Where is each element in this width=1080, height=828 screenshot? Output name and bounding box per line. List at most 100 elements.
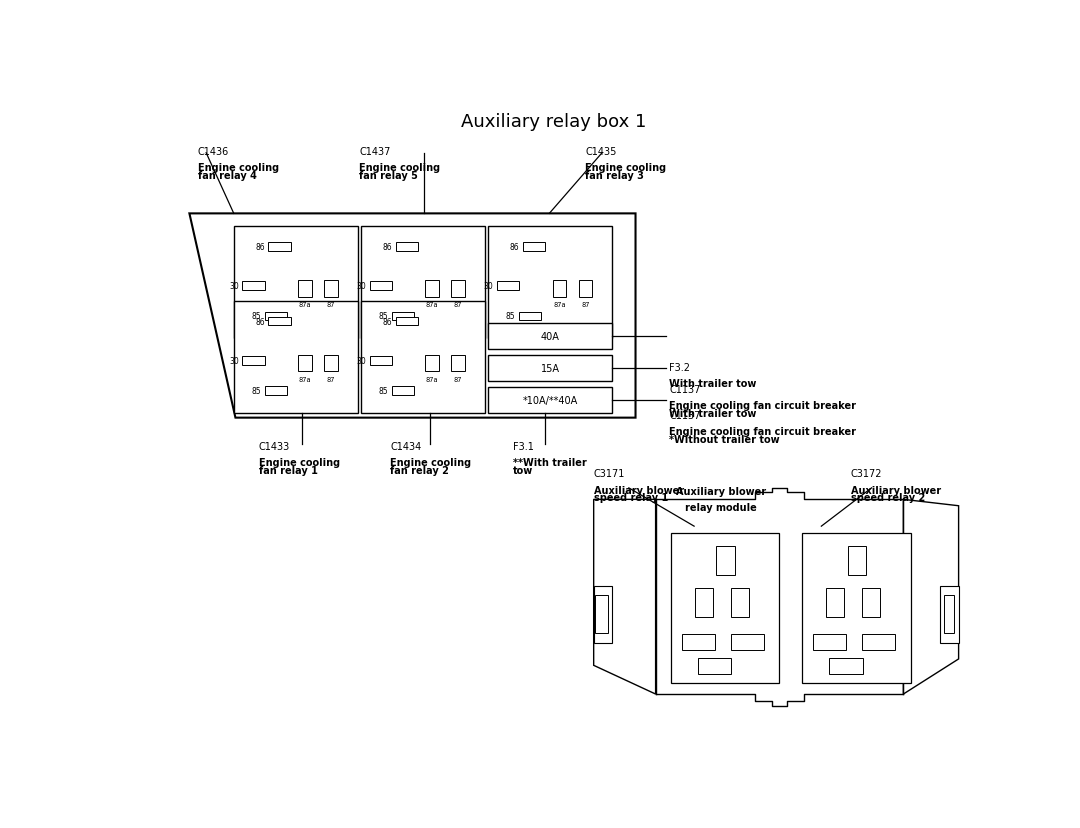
Bar [730, 633, 764, 650]
Bar [730, 588, 748, 617]
Bar [269, 318, 291, 326]
Bar [802, 533, 910, 683]
Bar [395, 243, 418, 252]
Text: 87: 87 [581, 301, 590, 308]
Bar [233, 227, 357, 339]
Bar [242, 357, 265, 365]
Text: *Without trailer tow: *Without trailer tow [669, 434, 780, 444]
Bar [826, 588, 845, 617]
Text: Auxiliary relay box 1: Auxiliary relay box 1 [461, 113, 646, 131]
Text: 15A: 15A [541, 363, 559, 373]
Text: 85: 85 [379, 312, 388, 321]
Text: **With trailer: **With trailer [513, 458, 588, 468]
Bar [392, 312, 415, 320]
Text: 86: 86 [255, 243, 265, 252]
Text: 40A: 40A [541, 331, 559, 341]
Bar [242, 282, 265, 291]
Text: 30: 30 [229, 282, 239, 291]
Text: fan relay 1: fan relay 1 [259, 465, 318, 475]
Text: Engine cooling: Engine cooling [390, 458, 471, 468]
Text: *10A/**40A: *10A/**40A [523, 395, 578, 405]
Text: 86: 86 [255, 317, 265, 326]
Text: Engine cooling fan circuit breaker: Engine cooling fan circuit breaker [669, 401, 856, 411]
Text: Engine cooling fan circuit breaker: Engine cooling fan circuit breaker [669, 426, 856, 436]
Bar [298, 355, 312, 372]
Bar [392, 387, 415, 395]
Text: relay module: relay module [685, 503, 757, 513]
Bar [944, 595, 954, 633]
Text: Engine cooling: Engine cooling [259, 458, 340, 468]
Bar [813, 633, 847, 650]
Text: 87: 87 [327, 301, 335, 308]
Text: C1137: C1137 [669, 384, 701, 395]
Bar [361, 301, 485, 413]
Text: 87a: 87a [299, 301, 311, 308]
Text: C1137: C1137 [669, 410, 701, 420]
Bar [451, 355, 465, 372]
Text: C1434: C1434 [390, 441, 421, 451]
Bar [698, 657, 731, 674]
Text: speed relay 1: speed relay 1 [594, 493, 667, 503]
Text: With trailer tow: With trailer tow [669, 378, 756, 388]
Text: 85: 85 [379, 387, 388, 396]
Text: Engine cooling: Engine cooling [198, 163, 279, 173]
Text: 87: 87 [327, 376, 335, 383]
Bar [829, 657, 863, 674]
Bar [369, 282, 392, 291]
Text: C1437: C1437 [360, 147, 391, 156]
Text: F3.2: F3.2 [669, 362, 690, 373]
Text: 30: 30 [356, 356, 366, 365]
Bar [488, 356, 612, 381]
Polygon shape [903, 500, 959, 694]
Text: fan relay 5: fan relay 5 [360, 171, 418, 181]
Bar [324, 355, 338, 372]
Text: Engine cooling: Engine cooling [360, 163, 441, 173]
Text: 87a: 87a [553, 301, 566, 308]
Bar [594, 586, 612, 643]
Text: 85: 85 [252, 312, 261, 321]
Bar [579, 281, 592, 297]
Text: fan relay 2: fan relay 2 [390, 465, 449, 475]
Text: 30: 30 [229, 356, 239, 365]
Bar [681, 633, 715, 650]
Bar [595, 595, 608, 633]
Bar [395, 318, 418, 326]
Bar [298, 281, 312, 297]
Text: C3172: C3172 [851, 469, 882, 479]
Bar [269, 243, 291, 252]
Bar [426, 281, 440, 297]
Text: 85: 85 [505, 312, 515, 321]
Text: 87: 87 [454, 301, 462, 308]
Bar [426, 355, 440, 372]
Bar [233, 301, 357, 413]
Bar [369, 357, 392, 365]
Text: With trailer tow: With trailer tow [669, 408, 756, 419]
Bar [265, 312, 287, 320]
Bar [694, 588, 713, 617]
Bar [941, 586, 959, 643]
Text: speed relay 2: speed relay 2 [851, 493, 924, 503]
Bar [451, 281, 465, 297]
Text: Auxiliary blower: Auxiliary blower [676, 486, 766, 496]
Text: 87: 87 [454, 376, 462, 383]
Bar [324, 281, 338, 297]
Bar [488, 324, 612, 349]
Text: 87a: 87a [299, 376, 311, 383]
Bar [523, 243, 545, 252]
Bar [497, 282, 519, 291]
Text: 85: 85 [252, 387, 261, 396]
Text: Auxiliary blower: Auxiliary blower [594, 485, 684, 495]
Text: 86: 86 [382, 243, 392, 252]
Bar [488, 388, 612, 413]
Text: 30: 30 [356, 282, 366, 291]
Bar [488, 227, 612, 339]
Bar [553, 281, 566, 297]
Text: tow: tow [513, 465, 534, 475]
Text: 87a: 87a [426, 376, 438, 383]
Text: Auxiliary blower: Auxiliary blower [851, 485, 941, 495]
Text: fan relay 3: fan relay 3 [585, 171, 644, 181]
Text: C1433: C1433 [259, 441, 291, 451]
Bar [519, 312, 541, 320]
Text: 86: 86 [382, 317, 392, 326]
Bar [671, 533, 780, 683]
